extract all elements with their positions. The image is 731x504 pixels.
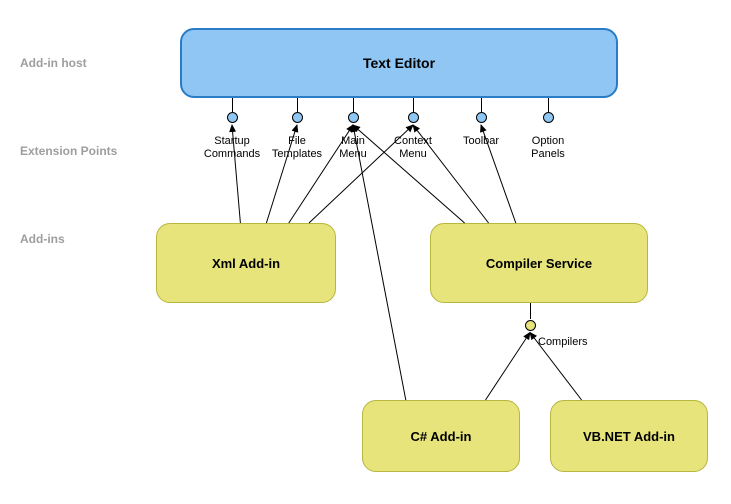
row-label-host: Add-in host <box>20 56 87 70</box>
ext-point-label-option: Option Panels <box>508 135 588 160</box>
ext-point-stem-templates <box>297 98 298 112</box>
compiler-ext-stem <box>530 303 531 319</box>
compiler-ext-dot <box>525 320 536 331</box>
addin-box-csharp: C# Add-in <box>362 400 520 472</box>
edge-csharp-mainmenu <box>353 125 406 400</box>
host-box-text-editor: Text Editor <box>180 28 618 98</box>
addin-box-compiler: Compiler Service <box>430 223 648 303</box>
ext-point-dot-mainmenu <box>348 112 359 123</box>
addin-label: Compiler Service <box>486 256 592 271</box>
addin-label: VB.NET Add-in <box>583 429 675 444</box>
edge-csharp-compilers <box>486 333 531 401</box>
ext-point-dot-toolbar <box>476 112 487 123</box>
ext-point-stem-toolbar <box>481 98 482 112</box>
ext-point-dot-context <box>408 112 419 123</box>
ext-point-stem-mainmenu <box>353 98 354 112</box>
ext-point-stem-context <box>413 98 414 112</box>
row-label-ext: Extension Points <box>20 144 117 158</box>
ext-point-dot-option <box>543 112 554 123</box>
ext-point-stem-option <box>548 98 549 112</box>
ext-point-stem-startup <box>232 98 233 112</box>
addin-label: C# Add-in <box>411 429 472 444</box>
addin-box-vbnet: VB.NET Add-in <box>550 400 708 472</box>
addin-label: Xml Add-in <box>212 256 280 271</box>
addin-box-xml: Xml Add-in <box>156 223 336 303</box>
ext-point-dot-templates <box>292 112 303 123</box>
compiler-ext-label: Compilers <box>538 336 588 349</box>
row-label-addins: Add-ins <box>20 232 65 246</box>
ext-point-dot-startup <box>227 112 238 123</box>
host-box-label: Text Editor <box>363 55 435 71</box>
